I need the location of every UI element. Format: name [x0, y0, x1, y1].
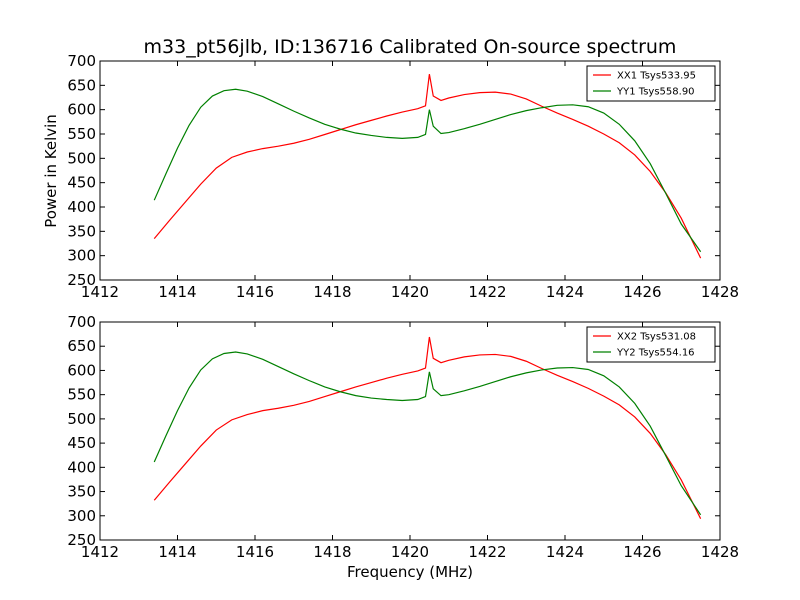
x-tick-label: 1426 [623, 283, 661, 301]
series-line-1 [153, 336, 702, 519]
y-tick-label: 300 [67, 247, 96, 265]
y-tick-label: 450 [67, 174, 96, 192]
x-tick-label: 1418 [313, 543, 351, 561]
y-tick-label: 600 [67, 361, 96, 379]
x-tick-label: 1426 [623, 543, 661, 561]
y-tick-label: 600 [67, 101, 96, 119]
y-tick-label: 250 [67, 531, 96, 549]
y-tick-label: 550 [67, 125, 96, 143]
x-tick-label: 1420 [391, 543, 429, 561]
x-tick-label: 1422 [468, 283, 506, 301]
legend: XX2 Tsys531.08 YY2 Tsys554.16 [586, 326, 716, 363]
plot-panel-top: 1412 1414 1416 1418 1420 1422 1424 1426 1428 250 3… [67, 52, 739, 301]
y-tick-label: 650 [67, 76, 96, 94]
series-line-1 [153, 74, 702, 259]
y-tick-label: 450 [67, 434, 96, 452]
x-tick-label: 1420 [391, 283, 429, 301]
y-tick-label: 400 [67, 458, 96, 476]
x-tick-label: 1428 [701, 543, 739, 561]
series-line-2 [153, 88, 702, 253]
legend-label: XX2 Tsys531.08 [617, 332, 696, 343]
y-tick-label: 350 [67, 222, 96, 240]
y-tick-label: 300 [67, 507, 96, 525]
legend-label: XX1 Tsys533.95 [617, 71, 696, 82]
y-tick-label: 700 [67, 52, 96, 70]
y-tick-label: 500 [67, 149, 96, 167]
series-line-2 [153, 351, 702, 516]
legend-label: YY1 Tsys558.90 [616, 87, 695, 98]
y-tick-label: 650 [67, 337, 96, 355]
x-tick-label: 1412 [81, 543, 119, 561]
plot-panel-bottom: 1412 1414 1416 1418 1420 1422 1424 1426 1428 250 3… [67, 313, 739, 561]
y-axis-label: Power in Kelvin [42, 114, 60, 228]
x-tick-label: 1424 [546, 283, 584, 301]
y-tick-label: 550 [67, 386, 96, 404]
legend-box [586, 326, 716, 363]
y-tick-label: 400 [67, 198, 96, 216]
y-tick-label: 350 [67, 483, 96, 501]
x-tick-label: 1428 [701, 283, 739, 301]
x-tick-label: 1416 [236, 283, 274, 301]
legend-label: YY2 Tsys554.16 [616, 348, 695, 359]
figure-title: m33_pt56jlb, ID:136716 Calibrated On-sou… [144, 36, 677, 58]
x-tick-label: 1414 [158, 283, 196, 301]
y-tick-label: 250 [67, 271, 96, 289]
x-tick-label: 1412 [81, 283, 119, 301]
x-tick-label: 1422 [468, 543, 506, 561]
legend-box [586, 65, 716, 102]
x-tick-label: 1424 [546, 543, 584, 561]
legend: XX1 Tsys533.95 YY1 Tsys558.90 [586, 65, 716, 102]
y-tick-label: 500 [67, 410, 96, 428]
x-tick-label: 1416 [236, 543, 274, 561]
x-tick-label: 1414 [158, 543, 196, 561]
y-tick-label: 700 [67, 313, 96, 331]
x-axis-label: Frequency (MHz) [347, 563, 473, 581]
x-tick-label: 1418 [313, 283, 351, 301]
